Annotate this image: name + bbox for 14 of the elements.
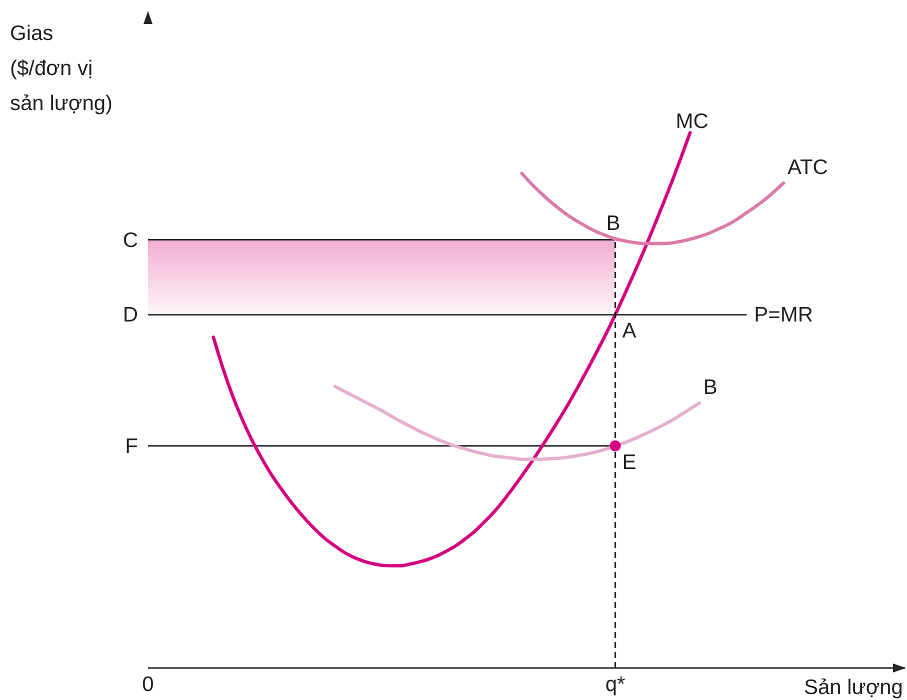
annotation: A xyxy=(622,320,636,343)
annotation: B xyxy=(606,212,620,235)
series-label: MC xyxy=(676,110,708,133)
ref-line-label: C xyxy=(122,228,138,252)
x-tick-label: 0 xyxy=(142,672,154,696)
annotation: E xyxy=(622,450,636,474)
series-label: ATC xyxy=(788,156,828,180)
annotation: D xyxy=(122,304,138,327)
x-axis-title: Sản lượng xyxy=(804,676,903,699)
y-axis-title: Gias ($/đơn vị sản lượng) xyxy=(10,22,113,115)
series-label: P=MR xyxy=(754,304,814,327)
x-tick-label: q* xyxy=(605,672,626,696)
ref-line-label: F xyxy=(125,434,138,458)
series-label: B xyxy=(703,376,718,400)
